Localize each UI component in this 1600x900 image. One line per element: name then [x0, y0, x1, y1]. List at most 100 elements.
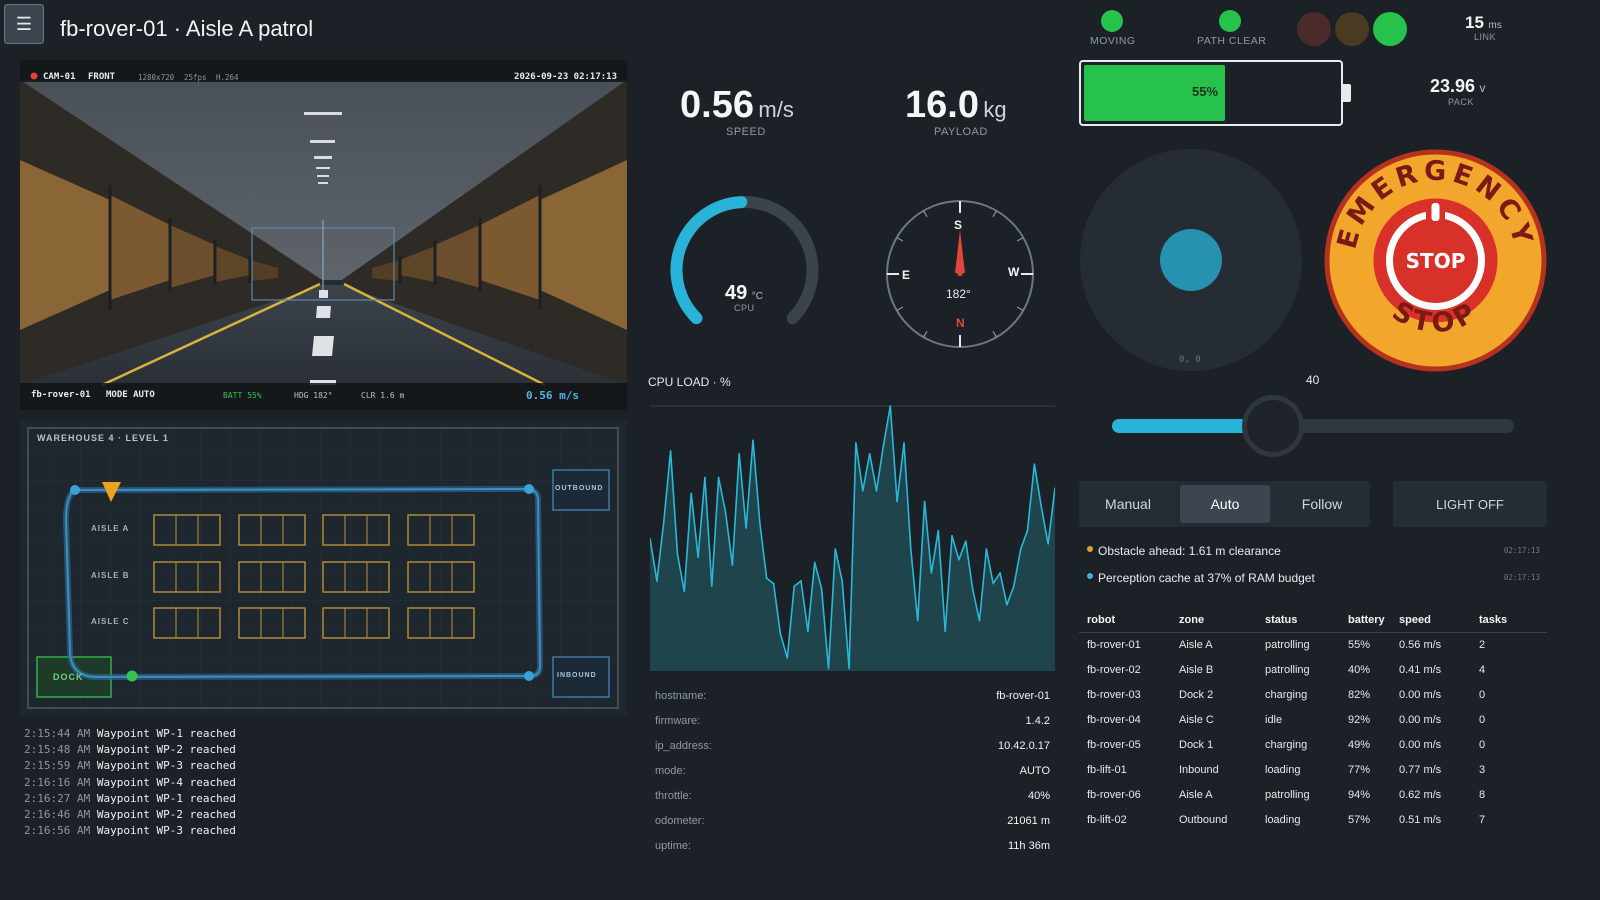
voltage-label: PACK	[1448, 97, 1474, 107]
cpu-load-segment	[765, 577, 775, 585]
cpu-chart-title: CPU LOAD · %	[648, 375, 731, 389]
cpu-load-line	[650, 405, 1055, 670]
cpu-load-segment	[807, 561, 816, 633]
column-header[interactable]: speed	[1391, 608, 1471, 633]
table-row[interactable]: fb-rover-04 Aisle C idle 92% 0.00 m/s 0	[1079, 707, 1547, 732]
page-title: fb-rover-01 · Aisle A patrol	[60, 16, 314, 41]
table-cell: 8	[1479, 788, 1486, 801]
camera-direction: FRONT	[88, 72, 116, 82]
column-header[interactable]: zone	[1171, 608, 1257, 633]
payload-unit: kg	[983, 97, 1007, 122]
table-cell: charging	[1265, 688, 1308, 701]
warning-dot-icon	[1087, 546, 1093, 552]
table-cell: 0.41 m/s	[1399, 663, 1442, 676]
cpu-load-segment	[759, 521, 768, 580]
fleet-table: robot zone status battery speed tasks fb…	[1079, 608, 1547, 832]
path-indicator	[1219, 10, 1241, 32]
cpu-load-segment	[882, 405, 892, 447]
joystick-pad[interactable]: 0, 0	[1080, 149, 1302, 371]
log-entry: 2:15:48 AM Waypoint WP-2 reached	[24, 743, 236, 757]
table-row[interactable]: fb-rover-05 Dock 1 charging 49% 0.00 m/s 0	[1079, 732, 1547, 757]
cpu-load-segment	[944, 535, 953, 633]
emergency-stop-button[interactable]: EMERGENCY STOP STOP	[1323, 148, 1548, 373]
cpu-load-segment	[786, 585, 795, 659]
map-drawing	[27, 427, 619, 709]
zone-inbound[interactable]: INBOUND	[557, 672, 597, 679]
hamburger-menu-icon: ☰	[15, 13, 33, 34]
column-header[interactable]: robot	[1079, 608, 1171, 633]
table-cell: 0.56 m/s	[1399, 638, 1442, 651]
table-cell: fb-rover-03	[1087, 688, 1141, 701]
mode-tab-manual[interactable]: Manual	[1105, 496, 1151, 512]
speed-label: SPEED	[726, 126, 766, 138]
alert-item: Obstacle ahead: 1.61 m clearance 02:17:1…	[1087, 544, 1547, 562]
hud-mode: MODE AUTO	[106, 390, 155, 400]
column-header[interactable]: tasks	[1471, 608, 1547, 633]
log-entry: 2:16:46 AM Waypoint WP-2 reached	[24, 808, 236, 822]
cpu-load-segment	[930, 529, 940, 574]
info-row: uptime: 11h 36m	[655, 840, 1050, 852]
table-row[interactable]: fb-lift-02 Outbound loading 57% 0.51 m/s 7	[1079, 807, 1547, 832]
throttle-slider[interactable]	[1112, 395, 1514, 457]
cpu-load-segment	[697, 476, 706, 558]
table-cell: patrolling	[1265, 638, 1310, 651]
table-cell: 94%	[1348, 788, 1371, 801]
table-cell: 0.77 m/s	[1399, 763, 1442, 776]
cpu-load-segment	[779, 633, 789, 659]
info-dot-icon	[1087, 573, 1093, 579]
cpu-load-segment	[717, 476, 727, 513]
compass-needle	[955, 230, 965, 273]
zone-outbound[interactable]: OUTBOUND	[555, 485, 604, 492]
throttle-thumb[interactable]	[1242, 395, 1304, 457]
cpu-temp-unit: °C	[751, 291, 763, 302]
cpu-load-segment	[848, 442, 857, 670]
cpu-load-segment	[964, 540, 974, 590]
info-row: odometer: 21061 m	[655, 815, 1050, 827]
table-row[interactable]: fb-rover-01 Aisle A patrolling 55% 0.56 m/s 2	[1079, 632, 1547, 657]
info-row: firmware: 1.4.2	[655, 715, 1050, 727]
light-toggle-button[interactable]: LIGHT OFF	[1393, 481, 1547, 527]
table-cell: 0.00 m/s	[1399, 738, 1442, 751]
cpu-load-segment	[738, 452, 747, 529]
pack-voltage: 23.96 v	[1430, 76, 1486, 97]
table-cell: fb-rover-04	[1087, 713, 1141, 726]
table-row[interactable]: fb-rover-03 Dock 2 charging 82% 0.00 m/s 0	[1079, 682, 1547, 707]
table-cell: Inbound	[1179, 763, 1219, 776]
compass-e: E	[902, 268, 911, 282]
compass-s: S	[954, 218, 963, 232]
cpu-load-segment	[971, 588, 981, 622]
moving-indicator	[1101, 10, 1123, 32]
traffic-light-green	[1373, 12, 1407, 46]
table-row[interactable]: fb-rover-02 Aisle B patrolling 40% 0.41 m/s 4	[1079, 657, 1547, 682]
cpu-load-segment	[690, 492, 699, 558]
compass-tick	[992, 210, 998, 218]
voltage-unit: v	[1479, 81, 1486, 95]
table-cell: Dock 2	[1179, 688, 1214, 701]
column-header[interactable]: battery	[1340, 608, 1391, 633]
table-cell: Aisle C	[1179, 713, 1214, 726]
table-row[interactable]: fb-lift-01 Inbound loading 77% 0.77 m/s 3	[1079, 757, 1547, 782]
cpu-load-segment	[772, 582, 782, 635]
cpu-load-segment	[875, 444, 885, 492]
camera-resolution: 1280x720	[138, 73, 175, 82]
cpu-load-segment	[650, 537, 658, 582]
mode-tab-auto[interactable]: Auto	[1180, 485, 1270, 523]
compass-w: W	[1008, 265, 1020, 279]
path-label: PATH CLEAR	[1197, 35, 1267, 47]
cpu-temp-gauge	[670, 196, 819, 325]
compass-tick	[922, 330, 928, 338]
warehouse-map[interactable]: WAREHOUSE 4 · LEVEL 1 AISLE A AISLE B AI…	[20, 420, 627, 715]
joystick-knob[interactable]	[1160, 229, 1222, 291]
mode-tab-follow[interactable]: Follow	[1301, 496, 1343, 512]
table-cell: 92%	[1348, 713, 1371, 726]
menu-button[interactable]: ☰	[4, 4, 44, 44]
zone-dock[interactable]: DOCK	[53, 672, 84, 682]
cpu-load-segment	[704, 476, 713, 587]
table-row[interactable]: fb-rover-06 Aisle A patrolling 94% 0.62 m/s 8	[1079, 782, 1547, 807]
drive-mode-selector[interactable]: Manual Auto Follow	[1079, 481, 1370, 527]
table-cell: fb-rover-05	[1087, 738, 1141, 751]
cpu-load-segment	[992, 572, 1001, 585]
column-header[interactable]: status	[1257, 608, 1340, 633]
table-cell: fb-lift-01	[1087, 763, 1127, 776]
latency-unit: ms	[1488, 20, 1502, 31]
